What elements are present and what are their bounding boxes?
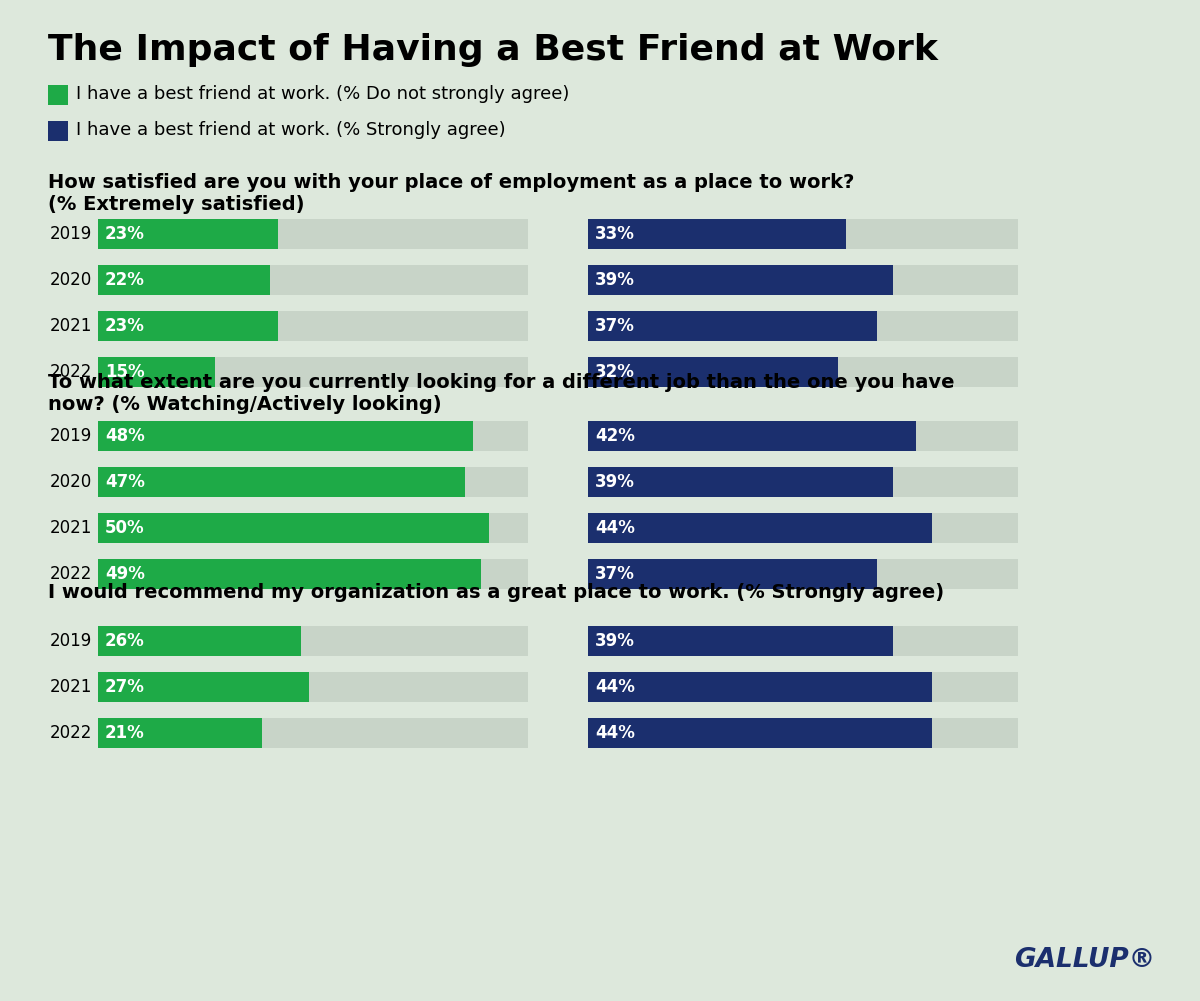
Text: To what extent are you currently looking for a different job than the one you ha: To what extent are you currently looking…	[48, 373, 954, 414]
Text: 2022: 2022	[49, 724, 92, 742]
Text: 23%: 23%	[106, 317, 145, 335]
Text: The Impact of Having a Best Friend at Work: The Impact of Having a Best Friend at Wo…	[48, 33, 938, 67]
FancyBboxPatch shape	[98, 265, 528, 295]
Text: 39%: 39%	[595, 632, 635, 650]
Text: 2021: 2021	[49, 519, 92, 537]
Text: 39%: 39%	[595, 271, 635, 289]
Text: 15%: 15%	[106, 363, 145, 381]
FancyBboxPatch shape	[588, 626, 893, 656]
Text: 37%: 37%	[595, 317, 635, 335]
FancyBboxPatch shape	[588, 357, 1018, 387]
FancyBboxPatch shape	[588, 311, 1018, 341]
FancyBboxPatch shape	[588, 513, 932, 543]
Text: 50%: 50%	[106, 519, 145, 537]
FancyBboxPatch shape	[98, 357, 215, 387]
FancyBboxPatch shape	[588, 718, 1018, 748]
Text: 23%: 23%	[106, 225, 145, 243]
FancyBboxPatch shape	[588, 219, 846, 249]
Text: 2021: 2021	[49, 317, 92, 335]
FancyBboxPatch shape	[98, 559, 481, 589]
FancyBboxPatch shape	[588, 421, 1018, 451]
FancyBboxPatch shape	[48, 85, 68, 105]
FancyBboxPatch shape	[98, 421, 473, 451]
FancyBboxPatch shape	[588, 265, 893, 295]
Text: I have a best friend at work. (% Do not strongly agree): I have a best friend at work. (% Do not …	[76, 85, 569, 103]
FancyBboxPatch shape	[98, 421, 528, 451]
Text: GALLUP®: GALLUP®	[1014, 947, 1154, 973]
FancyBboxPatch shape	[98, 357, 528, 387]
Text: 21%: 21%	[106, 724, 145, 742]
FancyBboxPatch shape	[98, 265, 270, 295]
FancyBboxPatch shape	[588, 311, 877, 341]
FancyBboxPatch shape	[98, 467, 528, 497]
FancyBboxPatch shape	[98, 672, 528, 702]
FancyBboxPatch shape	[588, 219, 1018, 249]
Text: 48%: 48%	[106, 427, 145, 445]
Text: How satisfied are you with your place of employment as a place to work?
(% Extre: How satisfied are you with your place of…	[48, 173, 854, 214]
Text: 32%: 32%	[595, 363, 635, 381]
Text: 2019: 2019	[49, 632, 92, 650]
Text: 33%: 33%	[595, 225, 635, 243]
Text: 39%: 39%	[595, 473, 635, 491]
FancyBboxPatch shape	[98, 626, 301, 656]
FancyBboxPatch shape	[98, 219, 278, 249]
FancyBboxPatch shape	[98, 718, 528, 748]
FancyBboxPatch shape	[98, 559, 528, 589]
FancyBboxPatch shape	[588, 513, 1018, 543]
FancyBboxPatch shape	[98, 513, 488, 543]
Text: I would recommend my organization as a great place to work. (% Strongly agree): I would recommend my organization as a g…	[48, 583, 944, 602]
FancyBboxPatch shape	[588, 559, 1018, 589]
Text: 2020: 2020	[49, 473, 92, 491]
FancyBboxPatch shape	[98, 513, 528, 543]
Text: 42%: 42%	[595, 427, 635, 445]
Text: 49%: 49%	[106, 565, 145, 583]
FancyBboxPatch shape	[98, 311, 278, 341]
Text: 2019: 2019	[49, 225, 92, 243]
Text: 2022: 2022	[49, 363, 92, 381]
Text: 37%: 37%	[595, 565, 635, 583]
FancyBboxPatch shape	[588, 265, 1018, 295]
FancyBboxPatch shape	[588, 559, 877, 589]
Text: 44%: 44%	[595, 724, 635, 742]
Text: 22%: 22%	[106, 271, 145, 289]
Text: 44%: 44%	[595, 678, 635, 696]
FancyBboxPatch shape	[588, 467, 1018, 497]
FancyBboxPatch shape	[98, 467, 466, 497]
FancyBboxPatch shape	[588, 626, 1018, 656]
FancyBboxPatch shape	[588, 467, 893, 497]
Text: I have a best friend at work. (% Strongly agree): I have a best friend at work. (% Strongl…	[76, 121, 505, 139]
FancyBboxPatch shape	[98, 672, 310, 702]
FancyBboxPatch shape	[588, 672, 932, 702]
FancyBboxPatch shape	[98, 311, 528, 341]
Text: 2020: 2020	[49, 271, 92, 289]
Text: 2022: 2022	[49, 565, 92, 583]
Text: 47%: 47%	[106, 473, 145, 491]
Text: 44%: 44%	[595, 519, 635, 537]
FancyBboxPatch shape	[588, 357, 838, 387]
FancyBboxPatch shape	[98, 626, 528, 656]
FancyBboxPatch shape	[588, 421, 917, 451]
FancyBboxPatch shape	[98, 718, 262, 748]
Text: 2019: 2019	[49, 427, 92, 445]
Text: 2021: 2021	[49, 678, 92, 696]
FancyBboxPatch shape	[588, 672, 1018, 702]
Text: 26%: 26%	[106, 632, 145, 650]
FancyBboxPatch shape	[588, 718, 932, 748]
FancyBboxPatch shape	[98, 219, 528, 249]
Text: 27%: 27%	[106, 678, 145, 696]
FancyBboxPatch shape	[48, 121, 68, 141]
